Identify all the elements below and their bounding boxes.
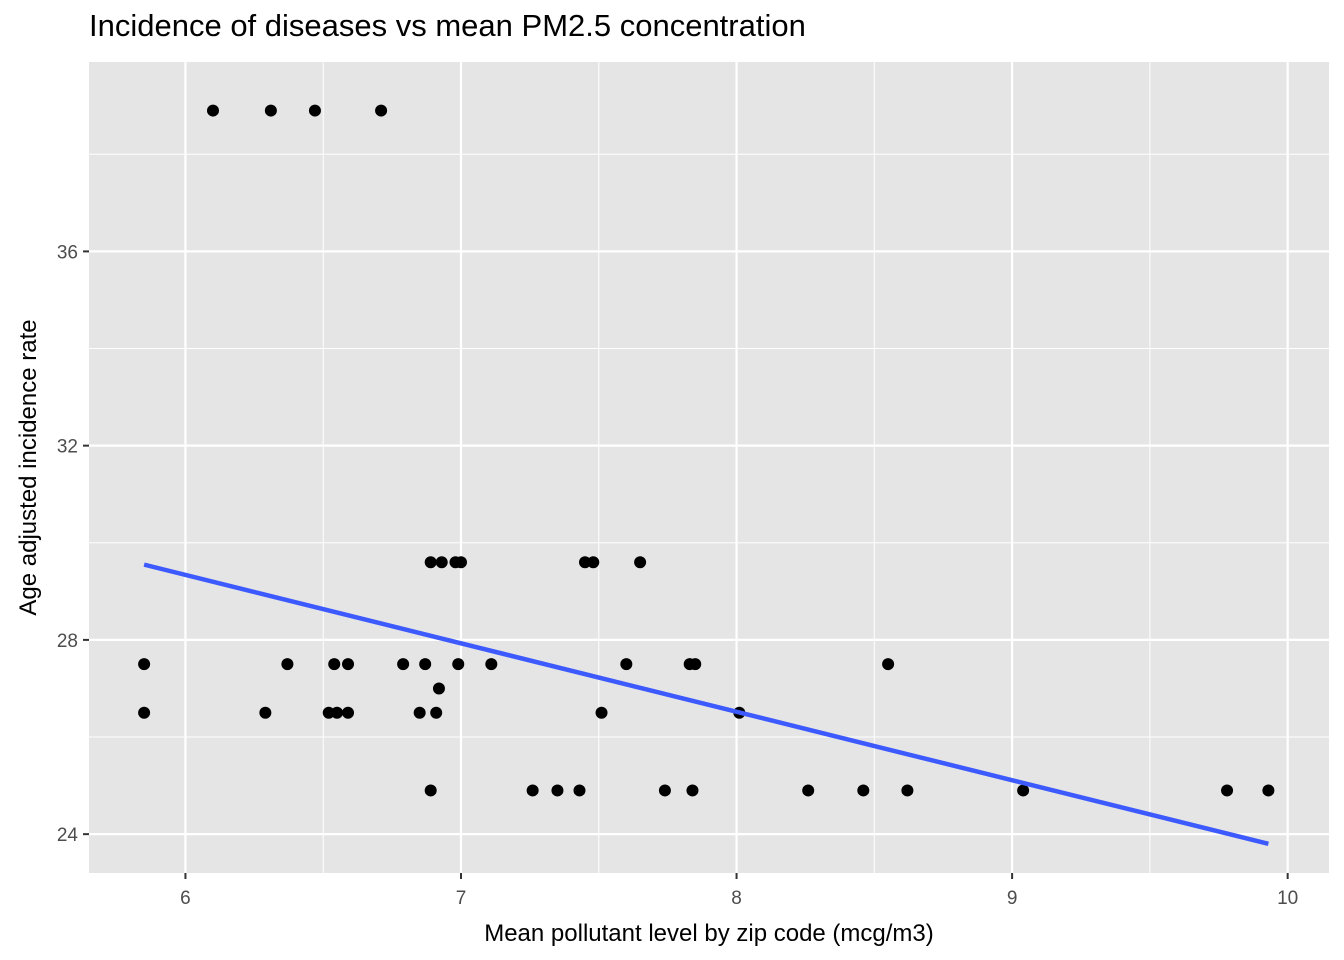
y-tick-label: 28 [57,631,78,652]
data-point [259,706,272,719]
x-tick-label: 6 [180,888,191,909]
data-point [595,706,608,719]
y-tick-label: 24 [57,825,79,846]
data-point [573,784,586,797]
data-point [322,706,335,719]
data-point [620,658,633,671]
data-point [579,556,591,569]
x-tick-label: 7 [456,888,467,909]
x-tick-label: 9 [1007,888,1018,909]
data-point [452,658,465,671]
data-point [424,556,437,569]
data-point [308,104,321,117]
data-point [207,104,219,117]
data-point [455,556,467,569]
data-point [1017,784,1030,797]
data-point [435,556,448,569]
data-point [397,658,410,671]
y-tick-label: 32 [57,437,78,458]
data-point [138,706,151,719]
major-grid [89,62,1329,873]
data-point [1221,784,1234,797]
data-point [658,784,671,797]
data-point [587,556,600,569]
data-point [342,658,355,671]
minor-grid [89,62,1329,873]
x-axis-title: Mean pollutant level by zip code (mcg/m3… [484,920,934,947]
data-point [138,658,151,671]
data-point [424,784,437,797]
data-point [689,658,702,671]
data-point [901,784,914,797]
data-point [281,658,294,671]
data-point [342,706,355,719]
data-point [328,658,341,671]
x-axis: 6 7 8 9 10 [180,873,1298,909]
data-point [857,784,870,797]
data-point [430,706,443,719]
data-point [1262,784,1275,797]
data-point [686,784,699,797]
x-tick-label: 10 [1277,888,1298,909]
data-point [375,104,388,117]
data-point [432,682,445,695]
data-point [413,706,426,719]
plot-panel [89,62,1329,873]
data-point [264,104,277,117]
data-point [634,556,647,569]
data-point [551,784,564,797]
chart-title: Incidence of diseases vs mean PM2.5 conc… [89,8,806,43]
y-axis: 24 28 32 36 [57,242,89,846]
data-point [802,784,815,797]
data-point [419,658,432,671]
trend-line [143,562,1269,847]
x-tick-label: 8 [731,888,742,909]
data-point [526,784,539,797]
y-tick-label: 36 [57,242,78,263]
data-point [331,706,343,719]
y-axis-title: Age adjusted incidence rate [15,319,42,615]
data-point [882,658,895,671]
data-points [138,104,1275,797]
data-point [485,658,498,671]
